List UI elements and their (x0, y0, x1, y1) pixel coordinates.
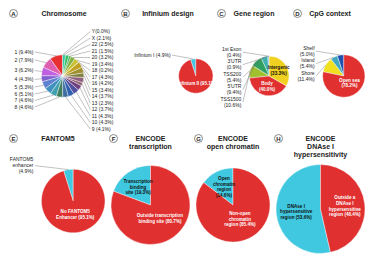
svg-text:5 (5.3%): 5 (5.3%) (14, 84, 33, 90)
svg-text:21 (1.5%): 21 (1.5%) (92, 48, 114, 54)
svg-text:7 (4.6%): 7 (4.6%) (14, 97, 33, 103)
html-text:Gene region: Gene region (233, 10, 275, 17)
html-text:H: H (276, 136, 281, 142)
svg-text:TSS200(5.4%): TSS200(5.4%) (223, 71, 241, 83)
svg-text:4 (4.3%): 4 (4.3%) (14, 76, 33, 82)
svg-text:TSS1500(10.6%): TSS1500(10.6%) (221, 96, 242, 108)
html-text:F: F (111, 136, 116, 142)
svg-text:3 (6.2%): 3 (6.2%) (14, 67, 33, 73)
svg-text:5'UTR(9.4%): 5'UTR(9.4%) (227, 83, 242, 95)
svg-text:13 (2.3%): 13 (2.3%) (92, 100, 114, 106)
html-text:FANTOM5: FANTOM5 (41, 135, 75, 142)
html-text:ENCODE: ENCODE (305, 135, 336, 142)
html-text:DNAse I: DNAse I (307, 143, 334, 150)
svg-text:X (2.1%): X (2.1%) (92, 35, 112, 41)
svg-text:FANTOM5enhancer(4.9%): FANTOM5enhancer(4.9%) (10, 156, 34, 174)
html-text:ENCODE: ENCODE (218, 135, 248, 142)
svg-text:6 (5.1%): 6 (5.1%) (14, 91, 33, 97)
svg-text:12 (3.7%): 12 (3.7%) (92, 106, 114, 112)
html-text:E: E (11, 136, 16, 142)
svg-text:19 (3.4%): 19 (3.4%) (92, 61, 114, 67)
svg-text:17 (4.3%): 17 (4.3%) (92, 74, 114, 80)
svg-text:11 (4.3%): 11 (4.3%) (92, 113, 114, 119)
svg-text:Infinium II (95.1%): Infinium II (95.1%) (177, 81, 217, 86)
html-text:D: D (295, 11, 300, 17)
svg-text:Shore(11.4%): Shore(11.4%) (297, 70, 314, 82)
svg-text:16 (4.2%): 16 (4.2%) (92, 80, 114, 86)
html-text:B: B (123, 11, 128, 17)
svg-text:10 (4.3%): 10 (4.3%) (92, 119, 114, 125)
svg-text:8 (4.6%): 8 (4.6%) (14, 104, 33, 110)
svg-text:14 (3.7%): 14 (3.7%) (92, 93, 114, 99)
svg-text:DNAse Ihypersensitiveregion (5: DNAse Ihypersensitiveregion (53.6%) (280, 204, 313, 220)
svg-text:20 (3.2%): 20 (3.2%) (92, 54, 114, 60)
html-text:A: A (11, 11, 16, 17)
html-text:CpG context: CpG context (309, 10, 351, 17)
svg-text:Transcriptionbindingsite (19.3: Transcriptionbindingsite (19.3%) (124, 179, 153, 195)
svg-text:Outside transcriptionbinding s: Outside transcriptionbinding site (80.7%… (137, 213, 184, 224)
svg-text:No FANTOM5Enhancer (95.1%): No FANTOM5Enhancer (95.1%) (56, 209, 95, 220)
svg-text:Open sea(78.2%): Open sea(78.2%) (339, 78, 360, 89)
svg-text:Non-openchromatinregion (85.4%: Non-openchromatinregion (85.4%) (224, 211, 256, 227)
svg-text:Body(40.0%): Body(40.0%) (259, 81, 276, 92)
html-text:hypersensitivity: hypersensitivity (293, 151, 348, 158)
svg-text:9 (4.1%): 9 (4.1%) (92, 126, 111, 132)
svg-text:1st Exon(0.4%): 1st Exon(0.4%) (222, 46, 242, 58)
svg-text:Island(5.4%): Island(5.4%) (300, 57, 315, 69)
svg-text:2 (7.9%): 2 (7.9%) (14, 57, 33, 63)
svg-text:18 (0.2%): 18 (0.2%) (92, 67, 114, 73)
html-text:Infinium design: Infinium design (142, 10, 194, 17)
svg-text:22 (2.5%): 22 (2.5%) (92, 41, 114, 47)
svg-text:15 (3.4%): 15 (3.4%) (92, 87, 114, 93)
svg-text:1 (9.4%): 1 (9.4%) (14, 49, 33, 55)
svg-text:Infinium I (4.9%): Infinium I (4.9%) (134, 52, 171, 58)
svg-text:Intergenic(33.3%): Intergenic(33.3%) (268, 65, 290, 76)
html-text:transcription: transcription (129, 143, 172, 150)
svg-text:Shelf(5.0%): Shelf(5.0%) (300, 45, 315, 57)
html-text:Chromosome: Chromosome (41, 10, 87, 17)
html-text:C: C (219, 11, 224, 17)
html-text:ENCODE: ENCODE (135, 135, 166, 142)
svg-text:3'UTR(0.9%): 3'UTR(0.9%) (227, 58, 242, 70)
html-text:G: G (196, 136, 201, 142)
svg-text:Y(0.0%): Y(0.0%) (92, 28, 110, 34)
svg-text:Outside aDNAse Ihypersensitive: Outside aDNAse Ihypersensitiveregion (46… (329, 195, 362, 217)
svg-text:Openchromatinregion(14.6%): Openchromatinregion(14.6%) (213, 176, 235, 198)
html-text:open chromatin: open chromatin (206, 143, 260, 150)
